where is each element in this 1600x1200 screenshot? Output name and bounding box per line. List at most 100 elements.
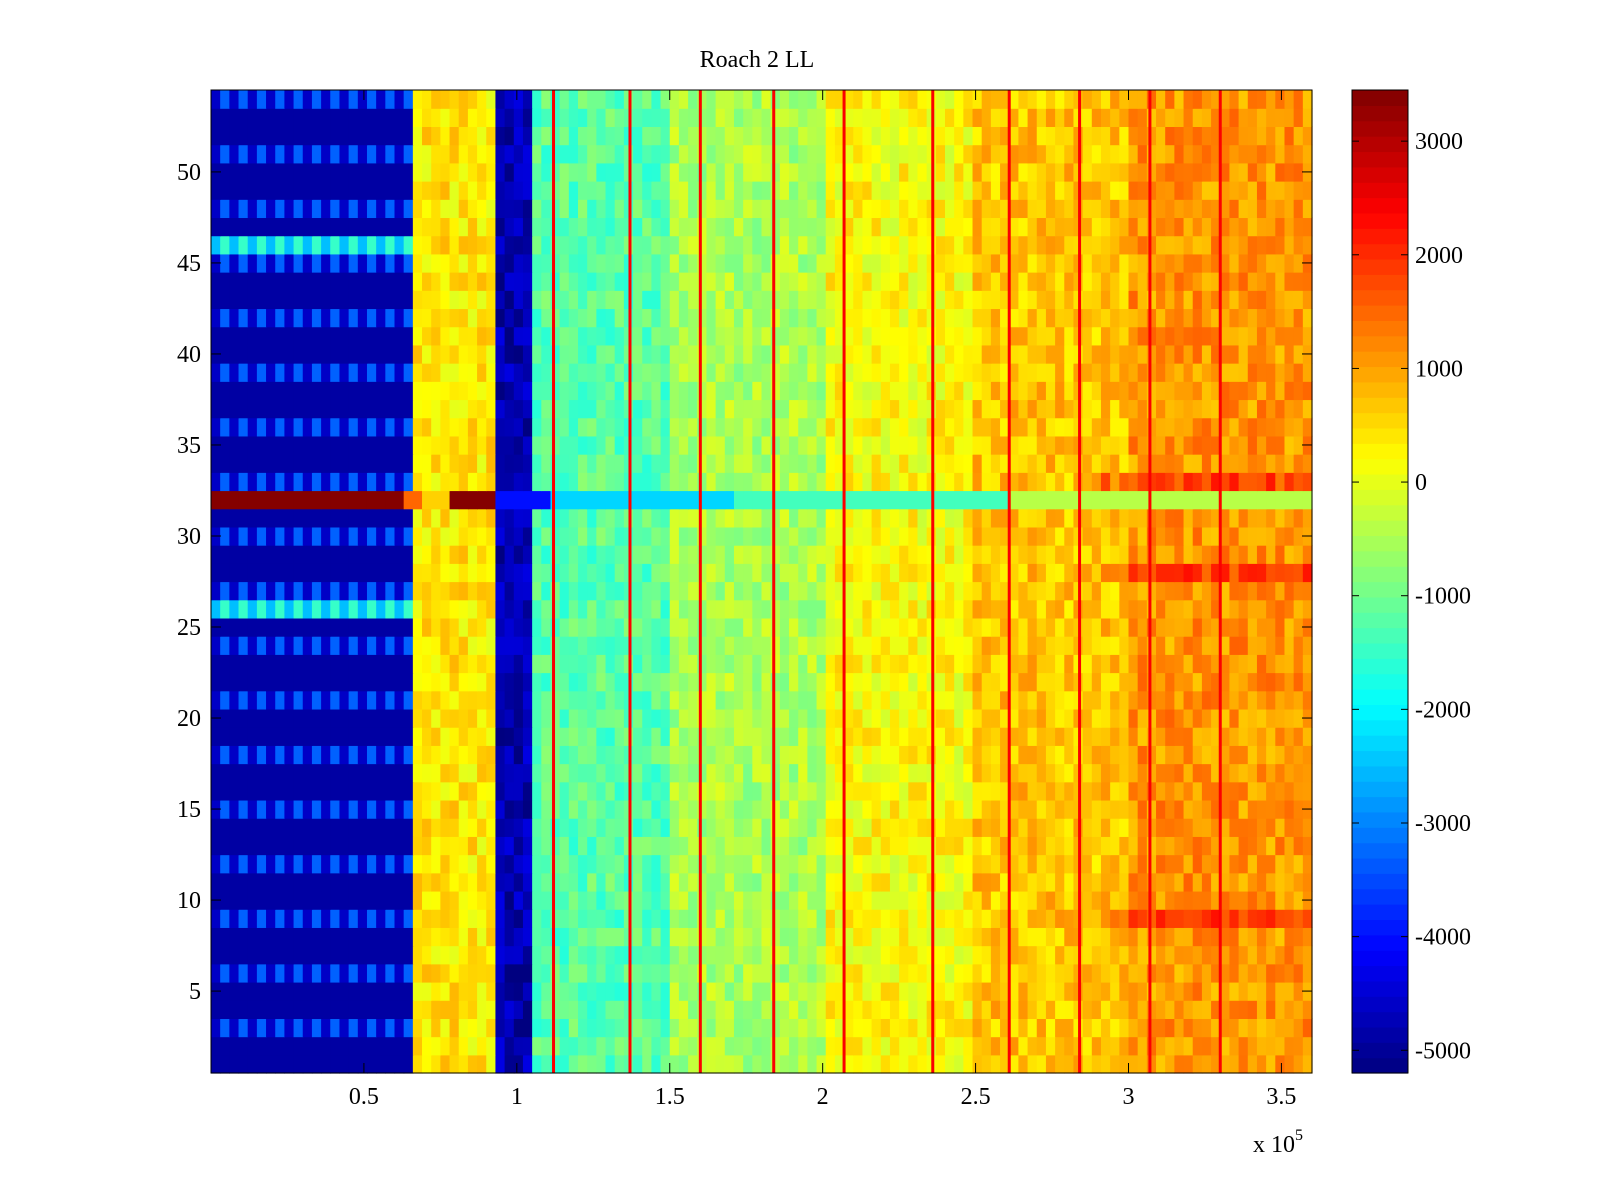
- heatmap-cell: [330, 508, 341, 528]
- heatmap-cell: [697, 381, 708, 401]
- heatmap-cell: [220, 399, 230, 419]
- heatmap-cell: [614, 508, 625, 528]
- heatmap-cell: [899, 927, 909, 947]
- heatmap-cell: [559, 1054, 570, 1074]
- heatmap-cell: [568, 1018, 579, 1038]
- heatmap-cell: [1165, 872, 1175, 892]
- heatmap-cell: [660, 945, 671, 965]
- heatmap-cell: [834, 435, 845, 455]
- heatmap-cell: [825, 472, 836, 492]
- heatmap-cell: [770, 472, 781, 492]
- heatmap-cell: [440, 872, 451, 892]
- heatmap-cell: [1091, 781, 1102, 801]
- heatmap-cell: [981, 727, 992, 746]
- heatmap-cell: [798, 727, 808, 746]
- heatmap-cell: [1110, 763, 1120, 783]
- heatmap-cell: [403, 963, 414, 983]
- heatmap-cell: [587, 454, 597, 473]
- heatmap-cell: [1146, 545, 1157, 564]
- heatmap-cell: [532, 854, 542, 874]
- heatmap-cell: [1128, 344, 1139, 364]
- heatmap-cell: [1110, 617, 1120, 637]
- heatmap-cell: [229, 581, 240, 601]
- heatmap-cell: [1174, 417, 1185, 437]
- heatmap-cell: [834, 890, 845, 910]
- heatmap-cell: [1220, 781, 1231, 801]
- heatmap-cell: [1275, 636, 1286, 655]
- heatmap-cell: [642, 417, 653, 437]
- heatmap-cell: [862, 417, 873, 437]
- heatmap-cell: [798, 435, 808, 455]
- heatmap-cell: [889, 1000, 900, 1019]
- heatmap-cell: [1082, 727, 1093, 746]
- heatmap-cell: [669, 945, 680, 965]
- heatmap-cell: [605, 526, 616, 546]
- heatmap-cell: [1238, 526, 1249, 546]
- heatmap-cell: [541, 927, 552, 947]
- heatmap-cell: [1009, 326, 1020, 346]
- heatmap-cell: [1018, 854, 1029, 874]
- heatmap-cell: [706, 872, 717, 892]
- heatmap-cell: [678, 563, 689, 583]
- heatmap-cell: [1156, 890, 1166, 910]
- heatmap-cell: [990, 654, 1001, 674]
- heatmap-cell: [1256, 963, 1267, 983]
- heatmap-cell: [724, 854, 735, 874]
- heatmap-cell: [889, 399, 900, 419]
- heatmap-cell: [1266, 981, 1276, 1001]
- heatmap-cell: [1018, 599, 1029, 619]
- heatmap-cell: [1266, 490, 1276, 510]
- heatmap-cell: [899, 399, 909, 419]
- heatmap-cell: [238, 636, 249, 655]
- heatmap-cell: [366, 1018, 377, 1038]
- heatmap-cell: [1000, 526, 1010, 546]
- heatmap-cell: [449, 890, 460, 910]
- heatmap-cell: [1055, 945, 1065, 965]
- heatmap-cell: [578, 399, 588, 419]
- heatmap-cell: [1082, 326, 1093, 346]
- heatmap-cell: [954, 1018, 964, 1038]
- heatmap-cell: [550, 927, 561, 947]
- heatmap-cell: [1110, 636, 1120, 655]
- heatmap-cell: [697, 1054, 708, 1074]
- heatmap-cell: [1192, 818, 1203, 837]
- heatmap-cell: [504, 745, 515, 765]
- heatmap-cell: [578, 581, 588, 601]
- heatmap-cell: [1220, 1018, 1231, 1038]
- heatmap-cell: [798, 781, 808, 801]
- heatmap-cell: [972, 526, 983, 546]
- heatmap-cell: [779, 927, 790, 947]
- heatmap-cell: [550, 417, 561, 437]
- heatmap-cell: [789, 363, 799, 382]
- heatmap-cell: [798, 745, 808, 765]
- heatmap-cell: [1018, 545, 1029, 564]
- heatmap-cell: [1284, 818, 1295, 837]
- heatmap-cell: [917, 435, 928, 455]
- heatmap-cell: [238, 1018, 249, 1038]
- heatmap-cell: [899, 654, 909, 674]
- heatmap-cell: [229, 1018, 240, 1038]
- heatmap-cell: [706, 654, 717, 674]
- heatmap-cell: [1036, 763, 1047, 783]
- heatmap-cell: [651, 599, 662, 619]
- heatmap-cell: [724, 818, 735, 837]
- heatmap-cell: [1091, 563, 1102, 583]
- heatmap-cell: [486, 1036, 497, 1056]
- heatmap-cell: [247, 927, 258, 947]
- heatmap-cell: [770, 545, 781, 564]
- heatmap-cell: [330, 308, 341, 328]
- heatmap-cell: [981, 581, 992, 601]
- heatmap-cell: [1082, 490, 1093, 510]
- heatmap-cell: [568, 818, 579, 837]
- heatmap-cell: [651, 435, 662, 455]
- heatmap-cell: [1018, 472, 1029, 492]
- heatmap-cell: [348, 690, 359, 710]
- heatmap-cell: [1266, 909, 1276, 928]
- heatmap-cell: [495, 836, 506, 856]
- heatmap-cell: [486, 563, 497, 583]
- heatmap-cell: [220, 818, 230, 837]
- heatmap-cell: [853, 399, 864, 419]
- heatmap-cell: [449, 381, 460, 401]
- heatmap-cell: [587, 636, 597, 655]
- heatmap-cell: [412, 636, 423, 655]
